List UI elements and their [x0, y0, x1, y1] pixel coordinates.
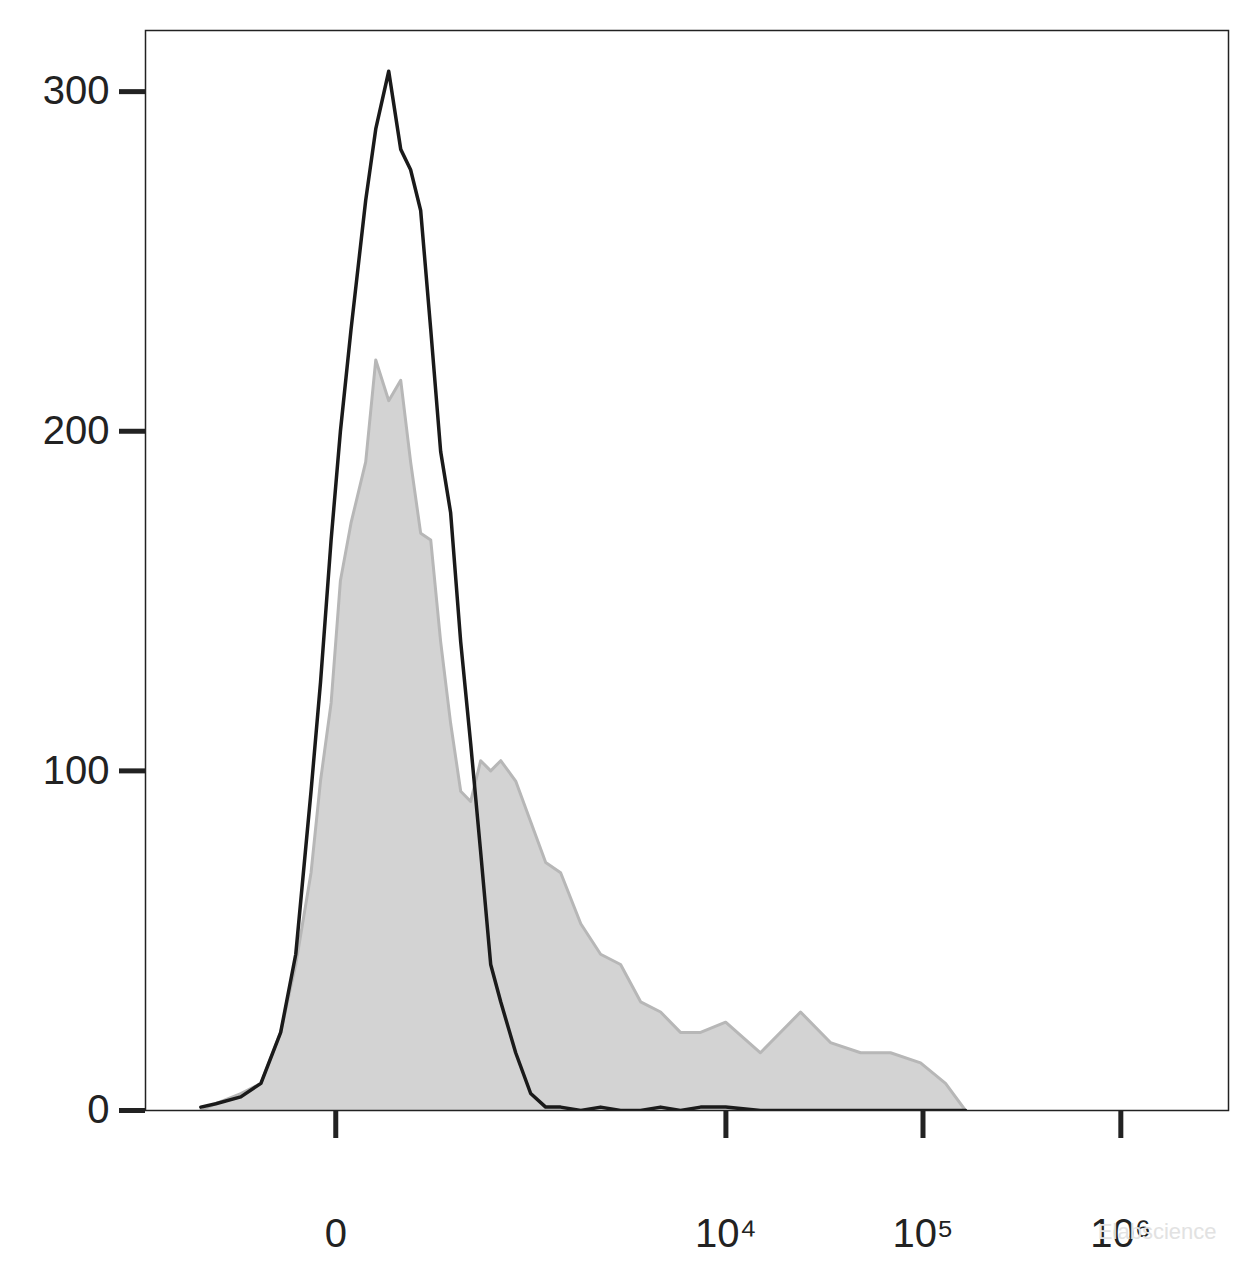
svg-text:0: 0 [325, 1211, 347, 1255]
svg-text:10⁴: 10⁴ [695, 1211, 757, 1255]
svg-text:10⁵: 10⁵ [892, 1211, 953, 1255]
svg-text:0: 0 [87, 1087, 109, 1131]
svg-text:100: 100 [43, 748, 110, 792]
svg-text:10⁶: 10⁶ [1090, 1210, 1152, 1255]
svg-text:200: 200 [43, 408, 110, 452]
svg-text:300: 300 [43, 68, 110, 112]
svg-text:Elabscience: Elabscience [1098, 1219, 1217, 1244]
